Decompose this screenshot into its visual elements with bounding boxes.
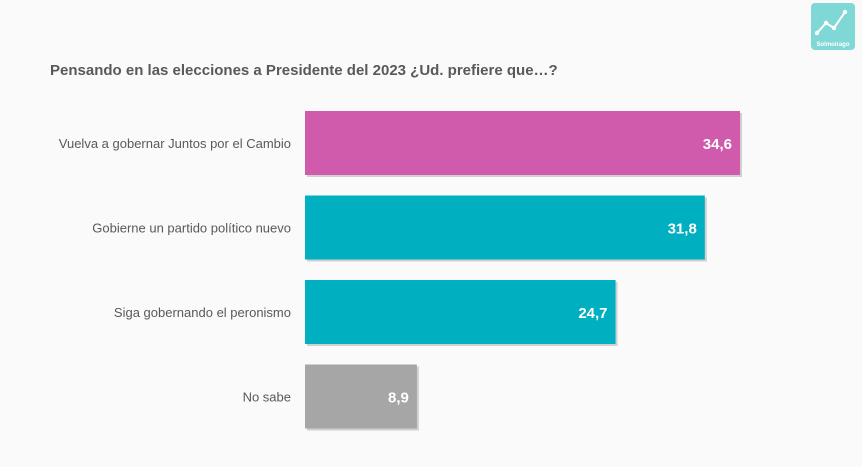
category-label-2: Gobierne un partido político nuevo (92, 221, 291, 236)
value-label-1: 34,6 (703, 136, 732, 153)
bar-4 (305, 364, 417, 429)
bar-3 (305, 280, 616, 344)
value-label-2: 31,8 (668, 221, 697, 238)
category-label-1: Vuelva a gobernar Juntos por el Cambio (59, 136, 291, 151)
bar-2 (305, 195, 705, 260)
bar-1 (305, 111, 740, 175)
solmoirago-logo: Solmoirago (811, 3, 855, 50)
logo-text: Solmoirago (816, 42, 850, 48)
category-label-4: No sabe (243, 390, 291, 405)
value-label-3: 24,7 (578, 305, 607, 322)
chart-title: Pensando en las elecciones a Presidente … (50, 62, 558, 79)
trend-line-icon (814, 9, 848, 36)
value-label-4: 8,9 (388, 390, 409, 407)
category-label-3: Siga gobernando el peronismo (114, 305, 291, 320)
